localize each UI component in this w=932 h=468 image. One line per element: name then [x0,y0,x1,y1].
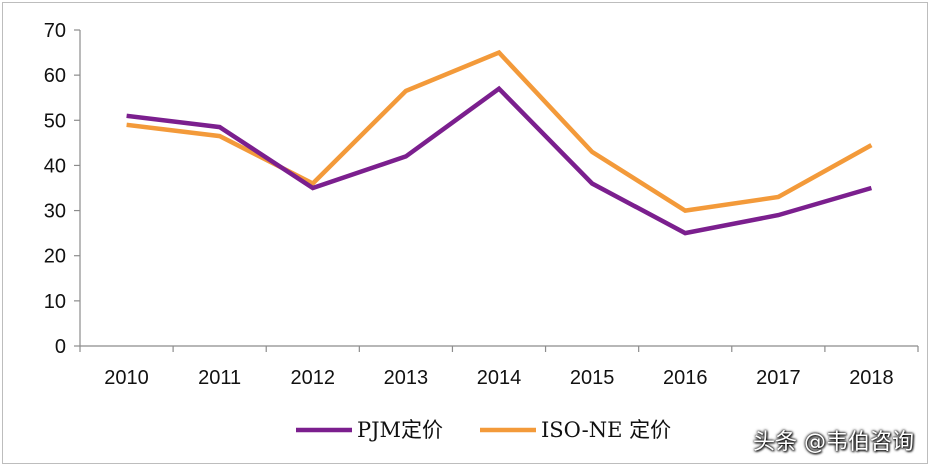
y-tick-label: 30 [44,201,66,223]
legend-label: PJM定价 [357,418,443,442]
x-tick-label: 2014 [477,367,522,389]
x-tick-label: 2017 [756,367,801,389]
y-tick-label: 10 [44,291,66,313]
x-tick-label: 2016 [663,367,708,389]
x-tick-label: 2012 [291,367,336,389]
y-tick-label: 20 [44,246,66,268]
axes: 0 10 20 30 40 50 60 70 2010 2011 2012 2013 2014 2015 2… [44,20,919,389]
x-tick-label: 2011 [198,367,241,389]
y-tick-label: 50 [44,110,66,132]
y-tick-label: 70 [44,20,66,42]
x-tick-label: 2018 [849,367,894,389]
y-tick-label: 0 [55,336,66,358]
series-line [126,49,873,213]
x-tick-label: 2013 [384,367,429,389]
series-lines [126,49,873,236]
legend: PJM定价 ISO-NE 定价 [296,418,671,442]
x-tick-label: 2015 [570,367,615,389]
y-tick-label: 40 [44,155,66,177]
y-tick-label: 60 [44,65,66,87]
legend-label: ISO-NE 定价 [541,418,671,442]
series-line [126,85,873,236]
watermark: 头条 @韦伯咨询 [753,430,914,455]
x-tick-label: 2010 [104,367,149,389]
